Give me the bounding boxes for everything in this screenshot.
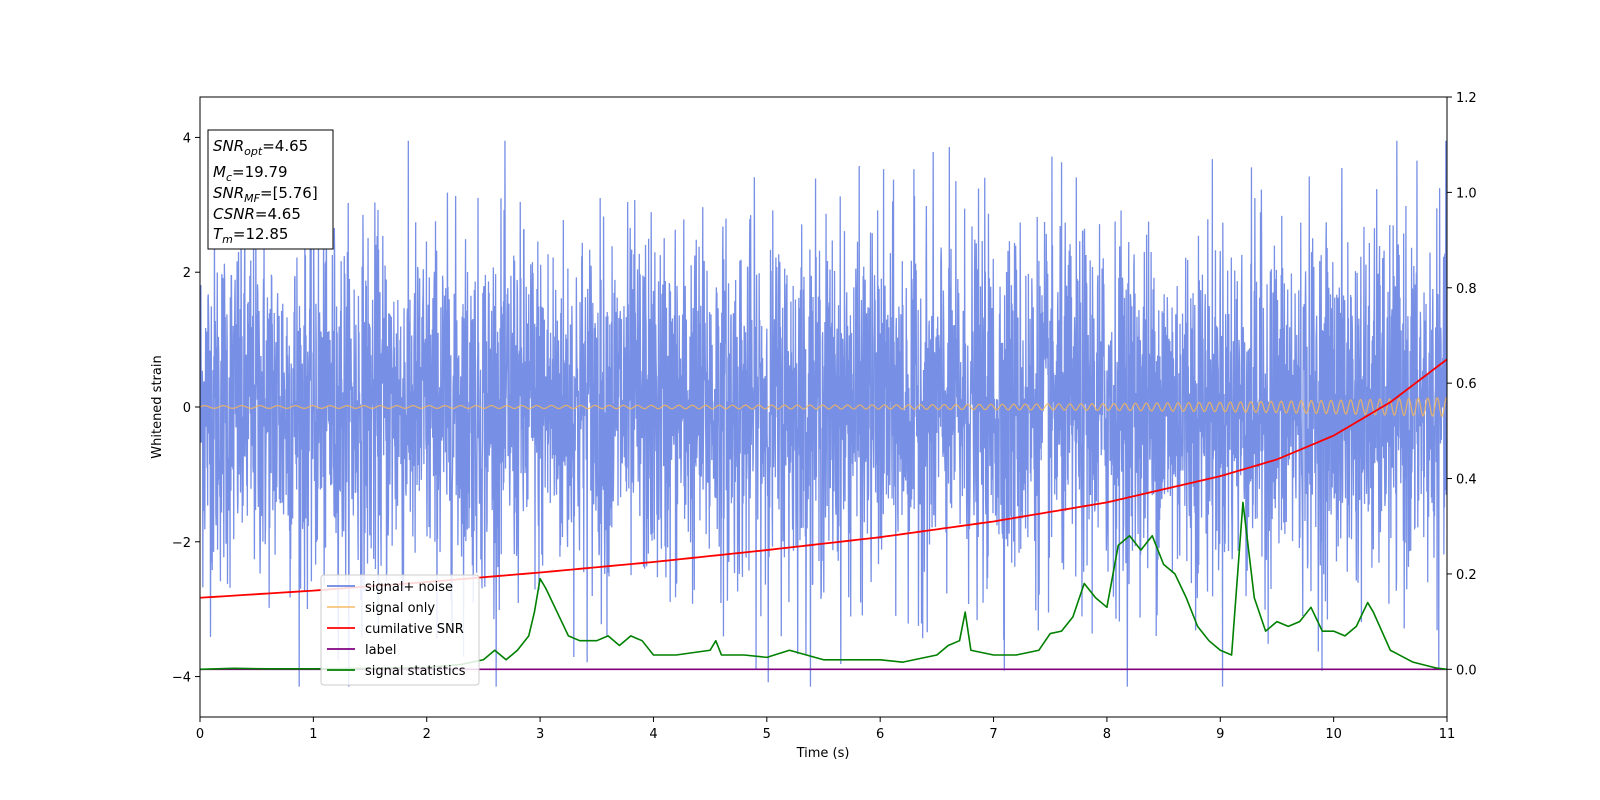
x-tick-label: 5 [763,727,771,742]
stats-line: Mc=19.79 [213,163,288,184]
x-tick-label: 1 [309,727,317,742]
y-tick-label: −4 [172,671,191,686]
y-tick-label: 2 [183,266,191,281]
y2-tick-label: 0.0 [1456,663,1477,678]
x-tick-label: 8 [1103,727,1111,742]
x-tick-label: 3 [536,727,544,742]
y-axis-right: 1.2 1.0 0.8 0.6 0.4 0.2 0.0 [1447,91,1477,678]
x-tick-label: 7 [989,727,997,742]
legend-label: signal+ noise [365,580,453,595]
y-tick-label: 4 [183,131,191,146]
y2-tick-label: 0.6 [1456,377,1477,392]
legend-label: cumilative SNR [365,622,464,637]
y-tick-label: 0 [183,401,191,416]
y2-tick-label: 0.8 [1456,282,1477,297]
series-signal-only-line [200,396,1447,418]
y2-tick-label: 1.0 [1456,186,1477,201]
x-tick-label: 9 [1216,727,1224,742]
stats-line: Tm=12.85 [213,225,288,246]
legend-label: signal only [365,601,435,616]
x-axis: 0 1 2 3 4 5 6 7 8 9 10 11 [196,717,1455,742]
x-tick-label: 2 [423,727,431,742]
legend: signal+ noise signal only cumilative SNR la… [320,574,480,686]
y2-tick-label: 0.2 [1456,568,1477,583]
series-signal-noise-line [200,140,1447,687]
y-tick-label: −2 [172,536,191,551]
legend-label: signal statistics [365,664,466,679]
legend-label: label [365,643,396,658]
y2-tick-label: 1.2 [1456,91,1477,106]
x-tick-label: 4 [649,727,657,742]
stats-line: SNRMF=[5.76] [213,184,318,205]
stats-annotation-box: SNRopt=4.65 Mc=19.79SNRMF=[5.76]CSNR=4.65… [207,129,334,250]
x-tick-label: 11 [1439,727,1456,742]
x-tick-label: 6 [876,727,884,742]
stats-line: CSNR=4.65 [213,205,301,223]
x-tick-label: 10 [1325,727,1342,742]
x-axis-label: Time (s) [796,746,850,761]
y2-tick-label: 0.4 [1456,473,1477,488]
stats-line: SNRopt=4.65 [213,137,308,158]
y-axis-left: 4 2 0 −2 −4 [172,131,200,686]
x-tick-label: 0 [196,727,204,742]
series-signal-statistics-line [200,501,1447,671]
y-axis-label: Whitened strain [150,355,165,458]
